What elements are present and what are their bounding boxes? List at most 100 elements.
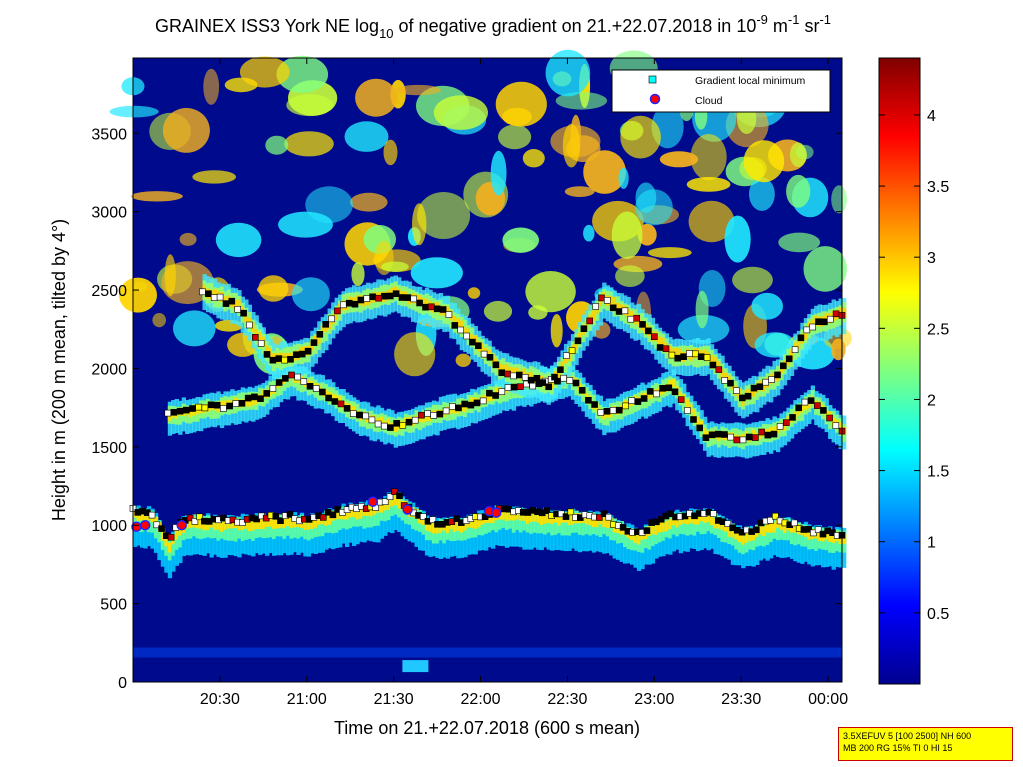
heat-band-upper bbox=[511, 367, 517, 378]
y-axis: 0 500 1000 1500 2000 2500 3000 3500 bbox=[91, 126, 842, 692]
legend-box bbox=[611, 69, 831, 113]
gradient-minimum-marker bbox=[543, 507, 551, 514]
gradient-minimum-marker bbox=[684, 407, 691, 414]
heat-band-boundary bbox=[776, 518, 781, 541]
gradient-minimum-marker bbox=[603, 296, 611, 304]
heat-band-boundary bbox=[511, 510, 517, 533]
heat-band-boundary bbox=[581, 513, 586, 536]
heat-patch bbox=[749, 177, 775, 211]
heat-band-boundary bbox=[824, 529, 829, 540]
gradient-minimum-marker bbox=[369, 293, 376, 301]
gradient-minimum-marker bbox=[405, 418, 413, 426]
gradient-minimum-marker bbox=[381, 292, 388, 300]
gradient-minimum-marker bbox=[356, 411, 363, 419]
gradient-minimum-marker bbox=[674, 354, 682, 362]
gradient-minimum-marker bbox=[785, 355, 793, 363]
heat-band-boundary bbox=[226, 518, 232, 541]
gradient-minimum-marker bbox=[386, 292, 394, 300]
gradient-minimum-marker bbox=[234, 305, 241, 313]
heat-band-mid bbox=[338, 396, 343, 405]
heat-band-boundary bbox=[174, 529, 179, 540]
gradient-minimum-marker bbox=[782, 419, 790, 426]
y-tick-label: 3000 bbox=[91, 205, 127, 222]
heat-patch bbox=[239, 56, 290, 88]
gradient-minimum-marker bbox=[805, 525, 813, 533]
x-axis-label: Time on 21.+22.07.2018 (600 s mean) bbox=[334, 718, 640, 738]
heat-band-boundary bbox=[661, 521, 666, 532]
gradient-minimum-marker bbox=[752, 434, 759, 441]
colorbar-ticks: 0.5 1 1.5 2 2.5 3 3.5 4 bbox=[879, 108, 949, 623]
heat-band-boundary bbox=[793, 522, 798, 533]
gradient-minimum-marker bbox=[220, 405, 227, 412]
heat-band-boundary bbox=[515, 509, 520, 520]
gradient-minimum-marker bbox=[813, 402, 821, 409]
gradient-minimum-marker bbox=[457, 326, 465, 334]
heat-band-boundary bbox=[734, 529, 739, 540]
heat-band-boundary bbox=[244, 518, 249, 529]
heat-band-boundary bbox=[376, 503, 381, 526]
heat-band-boundary bbox=[703, 512, 708, 523]
gradient-minimum-marker bbox=[529, 382, 537, 390]
gradient-minimum-marker bbox=[167, 533, 175, 541]
heat-band-mid bbox=[689, 404, 694, 413]
heat-band-boundary bbox=[435, 523, 440, 534]
cloud-marker bbox=[402, 504, 413, 515]
heat-patch bbox=[618, 167, 629, 189]
x-tick-label: 22:30 bbox=[547, 691, 587, 708]
heat-band-boundary bbox=[254, 519, 259, 529]
heat-patch bbox=[611, 211, 643, 259]
gradient-minimum-marker bbox=[709, 361, 717, 369]
plot-area: 20:30 21:00 21:30 22:00 22:30 23:00 23:30 00:00… bbox=[91, 49, 852, 708]
heat-band-boundary bbox=[386, 499, 391, 510]
heat-band-mid bbox=[807, 400, 812, 409]
gradient-minimum-marker bbox=[343, 405, 351, 412]
gradient-minimum-marker bbox=[714, 430, 722, 438]
heat-band-boundary bbox=[692, 513, 697, 536]
heat-band-upper bbox=[668, 345, 673, 356]
heat-patch bbox=[555, 92, 608, 110]
heat-band-boundary bbox=[289, 517, 294, 528]
gradient-minimum-marker bbox=[744, 392, 752, 400]
gradient-minimum-marker bbox=[486, 389, 493, 397]
gradient-minimum-marker bbox=[170, 408, 178, 416]
gradient-minimum-marker bbox=[680, 353, 687, 361]
info-line-1: 3.5XEFUV 5 [100 2500] NH 600 bbox=[843, 731, 972, 741]
gradient-minimum-marker bbox=[702, 434, 710, 442]
heat-band-boundary bbox=[508, 510, 513, 521]
gradient-minimum-marker bbox=[455, 404, 462, 412]
heat-band-upper bbox=[254, 328, 259, 339]
heat-band-boundary bbox=[334, 509, 339, 520]
heat-band-upper bbox=[421, 297, 426, 308]
x-tick-label: 22:00 bbox=[461, 691, 501, 708]
heat-patch bbox=[550, 314, 563, 348]
legend-label-minimum: Gradient local minimum bbox=[695, 75, 806, 87]
colorbar-tick-label: 0.5 bbox=[927, 606, 949, 623]
heat-band-boundary bbox=[828, 531, 833, 542]
heat-band-boundary bbox=[424, 520, 430, 531]
heat-band-mid bbox=[487, 393, 492, 402]
heat-band-boundary bbox=[449, 519, 454, 542]
heat-band-boundary bbox=[160, 530, 166, 541]
heat-band-upper bbox=[574, 339, 579, 350]
heat-patch bbox=[381, 261, 409, 272]
gradient-minimum-marker bbox=[758, 428, 765, 436]
y-tick-label: 1500 bbox=[91, 440, 127, 457]
heat-patch bbox=[383, 139, 398, 166]
heat-band-mid bbox=[696, 416, 701, 425]
heat-band-boundary bbox=[699, 512, 704, 535]
gradient-minimum-marker bbox=[404, 294, 412, 301]
colorbar-tick-label: 3 bbox=[927, 250, 936, 267]
gradient-minimum-marker bbox=[286, 511, 294, 518]
gradient-minimum-marker bbox=[797, 334, 805, 342]
heat-band-mid bbox=[602, 411, 607, 420]
heat-patch bbox=[637, 223, 657, 246]
gradient-minimum-marker bbox=[207, 401, 215, 409]
heat-band-boundary bbox=[675, 517, 680, 528]
cloud-marker bbox=[490, 507, 502, 518]
gradient-minimum-marker bbox=[580, 325, 588, 333]
heat-band-mid bbox=[800, 404, 805, 413]
heat-band-boundary bbox=[230, 518, 235, 541]
gradient-minimum-marker bbox=[424, 410, 431, 417]
gradient-minimum-marker bbox=[634, 398, 642, 405]
gradient-minimum-marker bbox=[795, 404, 803, 412]
